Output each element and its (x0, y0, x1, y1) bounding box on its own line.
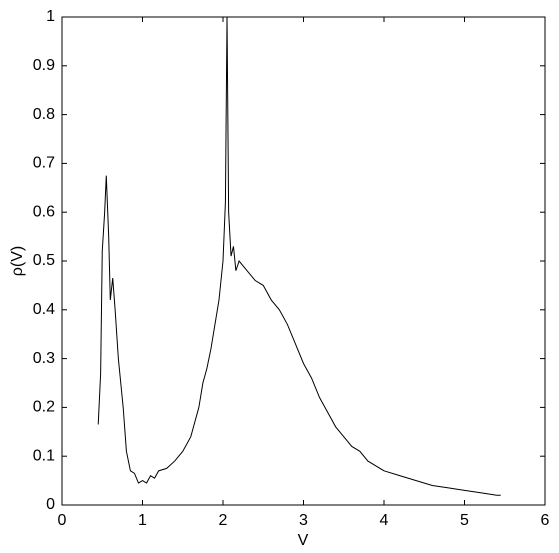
x-tick-label: 3 (299, 512, 308, 529)
y-tick-label: 0.5 (33, 252, 55, 269)
x-axis-label: V (298, 532, 309, 549)
y-tick-label: 0.9 (33, 57, 55, 74)
plot-frame (61, 16, 546, 506)
y-tick-label: 0.1 (33, 447, 55, 464)
y-tick-label: 0.3 (33, 350, 55, 367)
y-tick-label: 0.8 (33, 106, 55, 123)
y-tick-label: 0 (46, 496, 55, 513)
x-tick-label: 1 (138, 512, 147, 529)
x-tick-label: 6 (541, 512, 550, 529)
y-tick-label: 1 (46, 8, 55, 25)
data-line (97, 16, 501, 496)
y-tick-label: 0.4 (33, 301, 55, 318)
y-tick-label: 0.2 (33, 399, 55, 416)
x-tick-label: 0 (58, 512, 67, 529)
y-tick-label: 0.7 (33, 155, 55, 172)
y-tick-label: 0.6 (33, 203, 55, 220)
y-axis-label: ρ(V) (9, 246, 26, 276)
x-tick-label: 5 (460, 512, 469, 529)
x-tick-label: 4 (380, 512, 389, 529)
x-tick-label: 2 (219, 512, 228, 529)
